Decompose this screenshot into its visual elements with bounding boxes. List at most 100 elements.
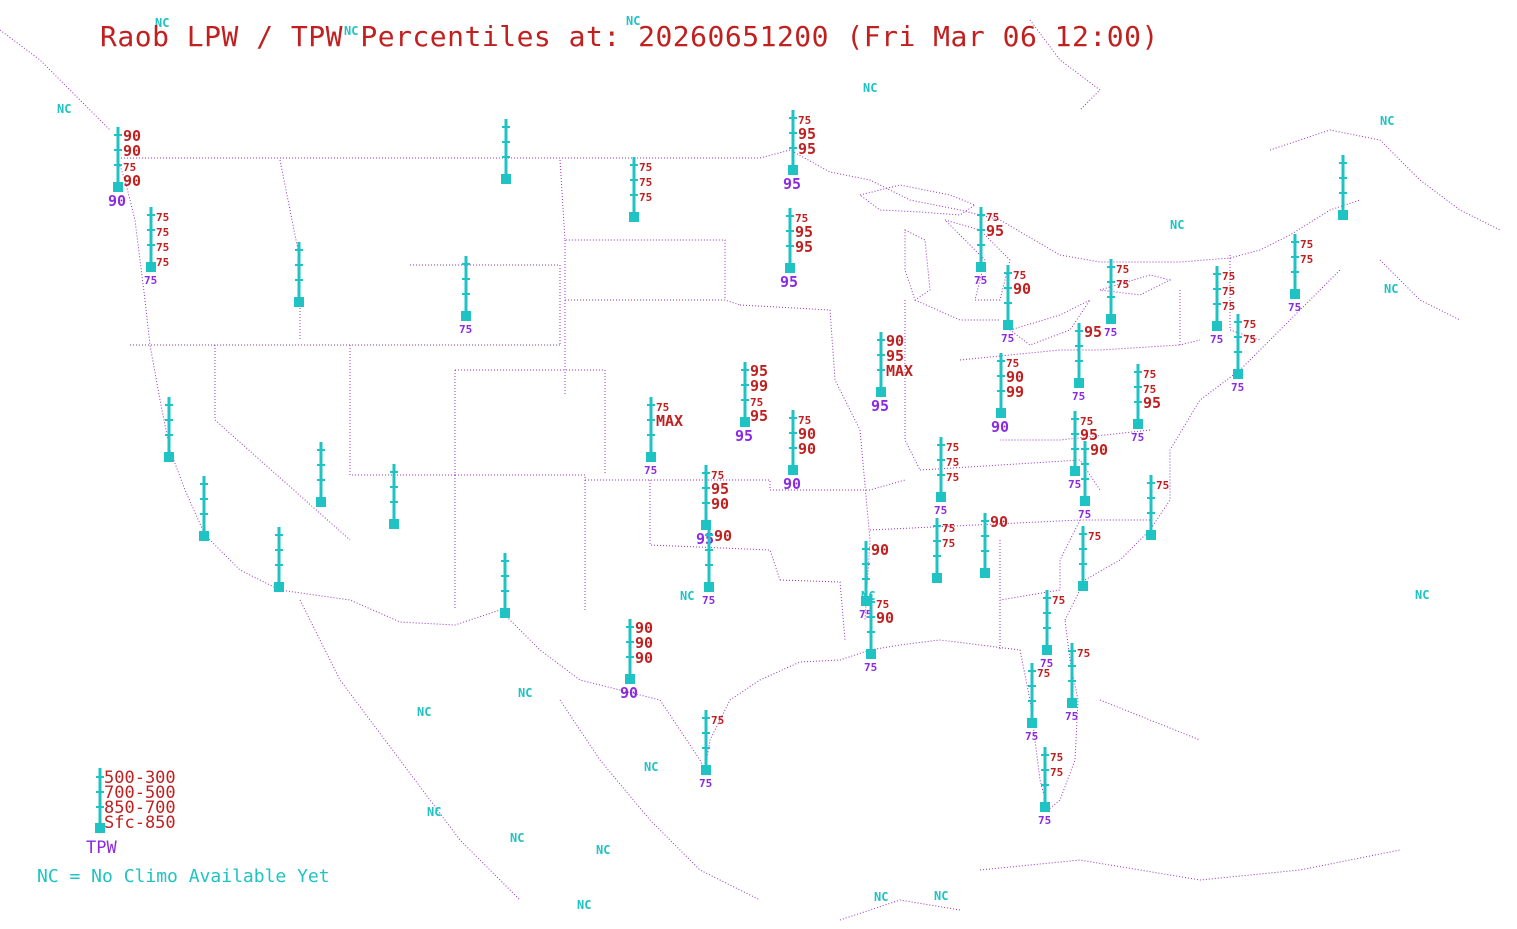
station-box — [461, 311, 471, 321]
station-box — [1027, 718, 1037, 728]
layer-percentile: 75 — [1222, 270, 1235, 283]
layer-percentile: 95 — [750, 407, 768, 425]
layer-percentile: 75 — [639, 191, 652, 204]
tpw-percentile: 90 — [620, 684, 638, 702]
layer-percentile: 75 — [639, 176, 652, 189]
station-box — [785, 263, 795, 273]
layer-percentile: 95 — [795, 238, 813, 256]
tpw-percentile: 95 — [735, 427, 753, 445]
layer-percentile: 99 — [750, 377, 768, 395]
tpw-percentile: 75 — [1068, 478, 1081, 491]
layer-percentile: 90 — [123, 172, 141, 190]
layer-percentile: 90 — [1013, 280, 1031, 298]
layer-percentile: 75 — [798, 414, 811, 427]
station-box — [996, 408, 1006, 418]
layer-percentile: 95 — [750, 362, 768, 380]
layer-percentile: 99 — [1006, 383, 1024, 401]
station-box — [500, 608, 510, 618]
layer-percentile: 75 — [1077, 647, 1090, 660]
station-marker: 75 75 75 — [1231, 314, 1256, 394]
layer-percentile: 75 — [942, 537, 955, 550]
station-box — [1133, 419, 1143, 429]
nc-label: NC — [155, 16, 169, 30]
nc-label: NC — [518, 686, 532, 700]
station-marker: 75 75 — [1025, 663, 1050, 743]
station-box — [1338, 210, 1348, 220]
layer-percentile: 90 — [876, 609, 894, 627]
layer-percentile: 95 — [711, 480, 729, 498]
layer-percentile: 75 — [1050, 766, 1063, 779]
layer-percentile: 90 — [990, 513, 1008, 531]
station-box — [701, 520, 711, 530]
layer-percentile: 90 — [635, 649, 653, 667]
nc-label: NC — [934, 889, 948, 903]
legend-station-box — [95, 823, 105, 833]
layer-percentile: 90 — [711, 495, 729, 513]
nc-label: NC — [344, 24, 358, 38]
legend-layer-3: 850-700 — [104, 798, 176, 818]
tpw-percentile: 75 — [974, 274, 987, 287]
layer-percentile: 75 — [639, 161, 652, 174]
station-marker: 75 75 — [1040, 590, 1065, 670]
tpw-percentile: 75 — [934, 504, 947, 517]
layer-percentile: 90 — [871, 541, 889, 559]
tpw-percentile: 75 — [864, 661, 877, 674]
station-box — [876, 387, 886, 397]
layer-percentile: 75 — [156, 241, 169, 254]
station-box — [866, 649, 876, 659]
legend-layer-1: 500-300 — [104, 768, 176, 788]
layer-percentile: 75 — [1300, 238, 1313, 251]
layer-percentile: 75 — [798, 114, 811, 127]
legend-note: NC = No Climo Available Yet — [37, 866, 330, 887]
station-box — [316, 497, 326, 507]
tpw-percentile: 90 — [991, 418, 1009, 436]
layer-percentile: 95 — [1143, 394, 1161, 412]
station-marker: 75 75 75 — [629, 157, 652, 222]
station-box — [1067, 698, 1077, 708]
layer-percentile: 75 — [123, 161, 136, 174]
tpw-percentile: 75 — [1038, 814, 1051, 827]
layer-percentile: 95 — [986, 222, 1004, 240]
station-marker: 90 75 — [859, 541, 889, 621]
station-marker: 75 75 75 75 — [1210, 266, 1235, 346]
tpw-percentile: 75 — [1288, 301, 1301, 314]
tpw-percentile: 95 — [780, 273, 798, 291]
layer-percentile: 75 — [1143, 368, 1156, 381]
station-marker — [199, 476, 209, 541]
station-box — [740, 417, 750, 427]
nc-label: NC — [680, 589, 694, 603]
layer-percentile: 75 — [1052, 594, 1065, 607]
layer-percentile: 75 — [750, 396, 763, 409]
layer-percentile: 90 — [635, 634, 653, 652]
station-marker — [316, 442, 326, 507]
station-box — [1040, 802, 1050, 812]
layer-percentile: 75 — [1006, 357, 1019, 370]
tpw-percentile: 75 — [702, 594, 715, 607]
tpw-percentile: 75 — [1040, 657, 1053, 670]
station-box — [1106, 314, 1116, 324]
layer-percentile: 90 — [123, 127, 141, 145]
station-layer: 9090759090757575757575757575759595957595… — [108, 110, 1348, 827]
tpw-percentile: 95 — [871, 397, 889, 415]
layer-percentile: 90 — [123, 142, 141, 160]
layer-percentile: 95 — [1080, 426, 1098, 444]
station-box — [701, 765, 711, 775]
tpw-percentile: 90 — [108, 192, 126, 210]
station-box — [1212, 321, 1222, 331]
nc-label: NC — [644, 760, 658, 774]
nc-label: NC — [1170, 218, 1184, 232]
legend-layer-2: 700-500 — [104, 783, 176, 803]
layer-percentile: 75 — [876, 598, 889, 611]
layer-percentile: 75 — [1088, 530, 1101, 543]
legend: 500-300 700-500 850-700 Sfc-850 TPW — [86, 768, 176, 858]
legend-layer-4: Sfc-850 — [104, 813, 176, 833]
station-box — [976, 262, 986, 272]
station-box — [1233, 369, 1243, 379]
